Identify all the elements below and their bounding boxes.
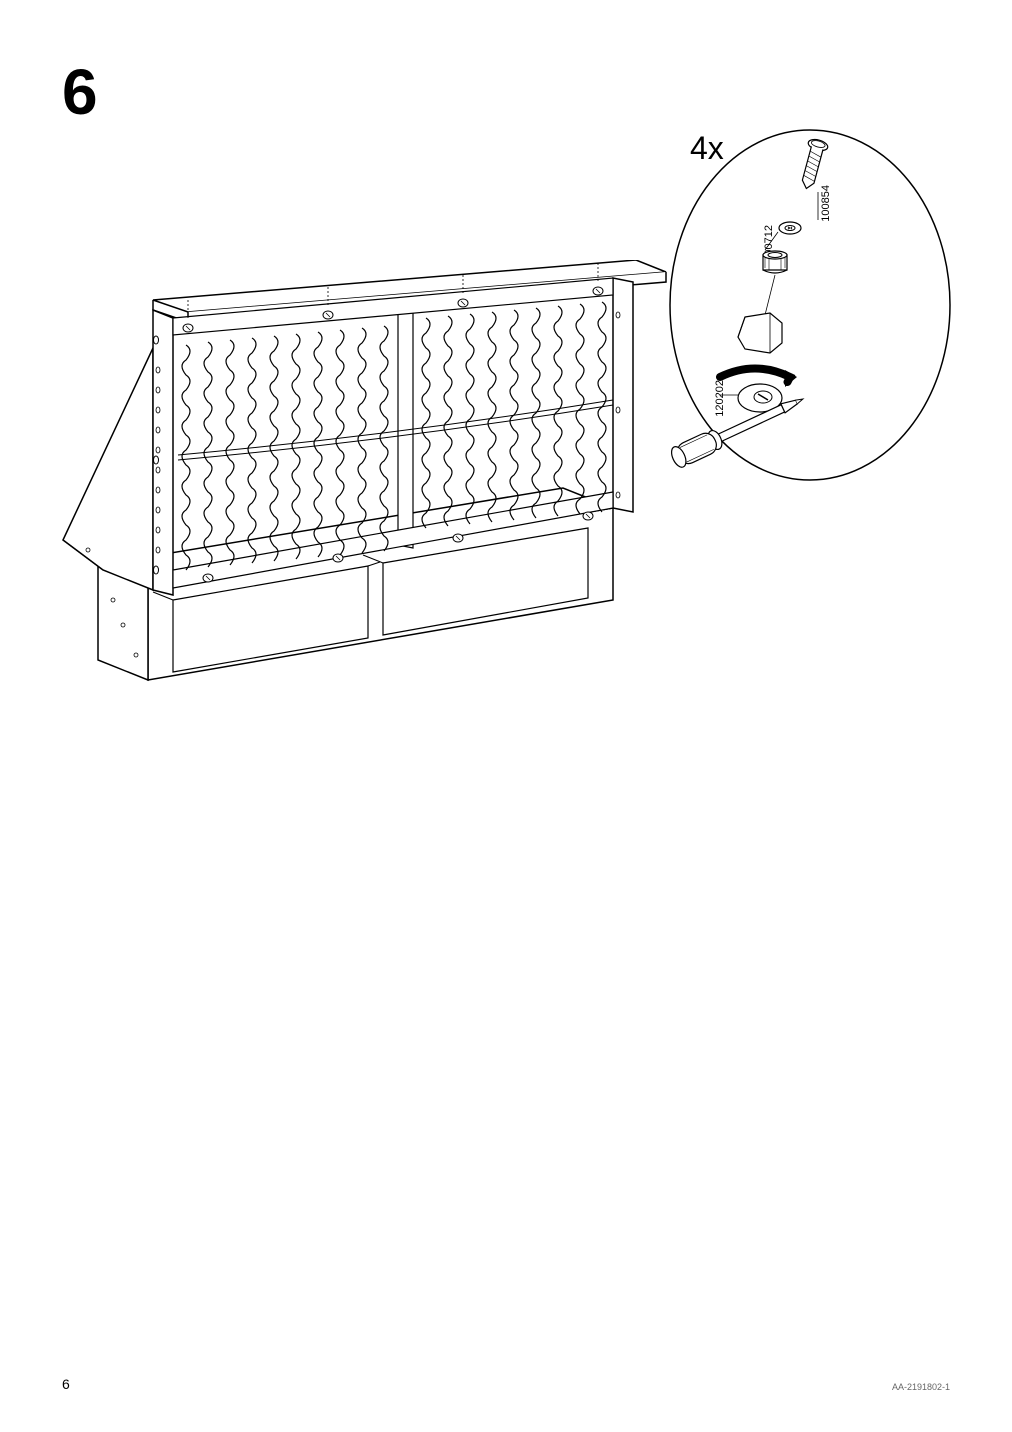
- main-assembly-illustration: [58, 260, 698, 700]
- hardware-detail-illustration: [660, 120, 960, 490]
- document-code: AA-2191802-1: [892, 1382, 950, 1392]
- page-number: 6: [62, 1376, 70, 1392]
- step-number: 6: [62, 55, 98, 129]
